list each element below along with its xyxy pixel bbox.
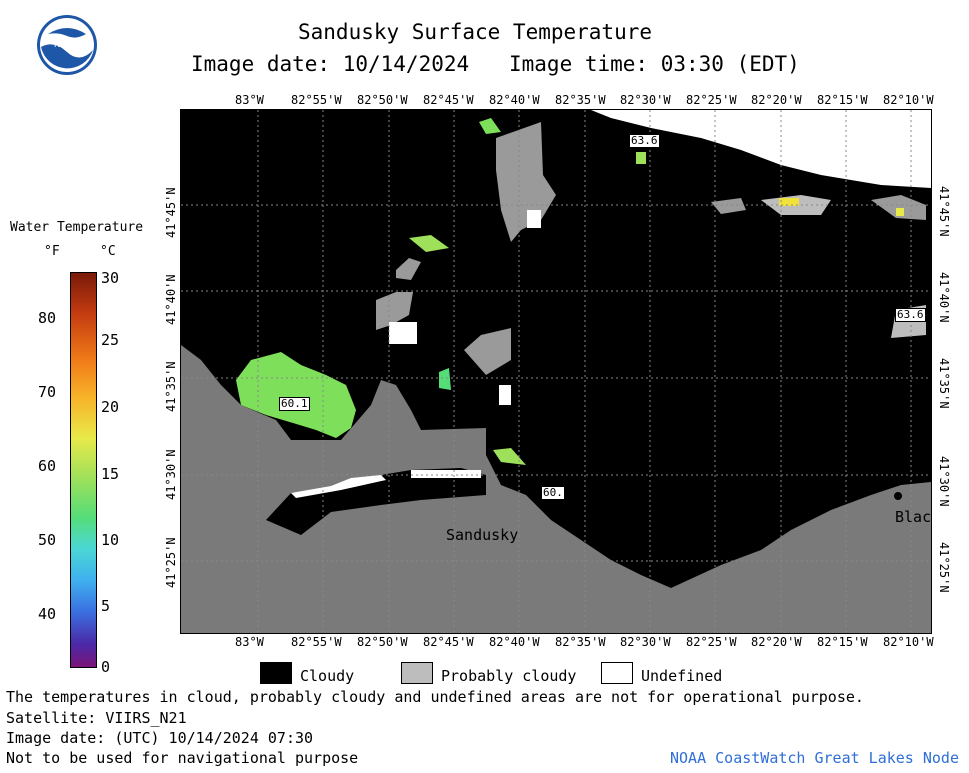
image-time: Image time: 03:30 (EDT) <box>509 52 800 76</box>
footer-satellite: Satellite: VIIRS_N21 <box>6 709 187 727</box>
lon-label-top: 82°40'W <box>489 93 540 107</box>
colorbar-unit-f: °F <box>44 244 60 259</box>
probably-cloudy-area <box>711 198 746 214</box>
lon-label-bottom: 82°30'W <box>620 635 671 649</box>
page-title: Sandusky Surface Temperature <box>298 20 653 44</box>
lon-label-bottom: 82°20'W <box>751 635 802 649</box>
lon-label-top: 82°30'W <box>620 93 671 107</box>
lat-label-left: 41°40'N <box>164 274 178 325</box>
colorbar-unit-c: °C <box>100 244 116 259</box>
legend-label-probably-cloudy: Probably cloudy <box>441 667 577 685</box>
map-frame: Sandusky Blac 60.1 60. 63.6 63.6 <box>180 109 932 634</box>
peninsula-undefined <box>291 475 386 498</box>
footer-credit: NOAA CoastWatch Great Lakes Node <box>670 749 959 767</box>
colorbar-c-tick-30: 30 <box>101 269 120 287</box>
lat-label-left: 41°45'N <box>164 187 178 238</box>
temperature-patch <box>236 352 356 438</box>
image-date: Image date: 10/14/2024 <box>191 52 470 76</box>
colorbar <box>70 272 97 668</box>
lon-label-top: 82°20'W <box>751 93 802 107</box>
lat-label-right: 41°45'N <box>937 186 951 237</box>
peninsula-cloud <box>266 468 486 535</box>
lon-label-bottom: 82°45'W <box>423 635 474 649</box>
lat-label-left: 41°30'N <box>164 449 178 500</box>
colorbar-f-tick-60: 60 <box>38 457 57 475</box>
undefined-patch <box>389 322 417 344</box>
lon-label-bottom: 82°55'W <box>291 635 342 649</box>
noaa-logo: NOAA <box>36 14 98 76</box>
lat-label-left: 41°35'N <box>164 361 178 412</box>
legend-swatch-probably-cloudy <box>401 662 433 684</box>
place-label-sandusky: Sandusky <box>446 526 519 544</box>
colorbar-c-tick-10: 10 <box>101 531 120 549</box>
probably-cloudy-area <box>464 328 511 375</box>
lon-label-bottom: 82°10'W <box>883 635 934 649</box>
lat-label-right: 41°35'N <box>937 358 951 409</box>
undefined-patch <box>411 470 481 478</box>
probably-cloudy-area <box>376 292 413 330</box>
probably-cloudy-area <box>396 258 421 280</box>
city-marker <box>894 492 902 500</box>
temperature-patch <box>439 368 451 390</box>
lon-label-bottom: 82°35'W <box>555 635 606 649</box>
temp-label: 63.6 <box>895 308 926 322</box>
footer-nav-warning: Not to be used for navigational purpose <box>6 749 359 767</box>
colorbar-c-tick-25: 25 <box>101 331 120 349</box>
lon-label-bottom: 82°25'W <box>686 635 737 649</box>
lon-label-top: 82°45'W <box>423 93 474 107</box>
lon-label-bottom: 82°40'W <box>489 635 540 649</box>
legend-label-cloudy: Cloudy <box>300 667 355 685</box>
temperature-patch <box>409 235 449 252</box>
colorbar-f-tick-40: 40 <box>38 605 57 623</box>
legend-swatch-cloudy <box>260 662 292 684</box>
temperature-patch <box>896 208 904 216</box>
temperature-patch <box>493 448 526 465</box>
lon-label-bottom: 82°50'W <box>357 635 408 649</box>
temp-label: 60. <box>541 486 565 500</box>
colorbar-c-tick-0: 0 <box>101 658 111 676</box>
legend-swatch-undefined <box>601 662 633 684</box>
undefined-area <box>591 110 931 188</box>
lon-label-bottom: 83°W <box>235 635 264 649</box>
place-label-blac: Blac <box>895 508 932 526</box>
lat-label-left: 41°25'N <box>164 537 178 588</box>
temperature-patch <box>779 198 799 206</box>
colorbar-f-tick-70: 70 <box>38 383 57 401</box>
temperature-patch <box>479 118 501 134</box>
colorbar-f-tick-80: 80 <box>38 309 57 327</box>
lon-label-top: 83°W <box>235 93 264 107</box>
lon-label-top: 82°50'W <box>357 93 408 107</box>
lon-label-bottom: 82°15'W <box>817 635 868 649</box>
lon-label-top: 82°15'W <box>817 93 868 107</box>
graticule <box>181 110 931 633</box>
probably-cloudy-area <box>871 195 926 220</box>
land-area <box>181 345 931 633</box>
lon-label-top: 82°35'W <box>555 93 606 107</box>
lat-label-right: 41°30'N <box>937 456 951 507</box>
legend-label-undefined: Undefined <box>641 667 723 685</box>
undefined-patch <box>499 385 511 405</box>
footer-utc-date: Image date: (UTC) 10/14/2024 07:30 <box>6 729 314 747</box>
map-canvas <box>181 110 931 633</box>
colorbar-c-tick-15: 15 <box>101 465 120 483</box>
lon-label-top: 82°10'W <box>883 93 934 107</box>
colorbar-title: Water Temperature <box>10 220 144 235</box>
temp-label: 60.1 <box>279 397 310 411</box>
colorbar-c-tick-20: 20 <box>101 398 120 416</box>
svg-text:NOAA: NOAA <box>54 40 81 50</box>
lon-label-top: 82°25'W <box>686 93 737 107</box>
lat-label-right: 41°40'N <box>937 272 951 323</box>
colorbar-f-tick-50: 50 <box>38 531 57 549</box>
lat-label-right: 41°25'N <box>937 542 951 593</box>
temp-label: 63.6 <box>629 134 660 148</box>
undefined-patch <box>527 210 541 228</box>
noaa-logo-icon: NOAA <box>37 15 97 75</box>
footer-note: The temperatures in cloud, probably clou… <box>6 688 864 706</box>
temperature-patch <box>636 152 646 164</box>
lon-label-top: 82°55'W <box>291 93 342 107</box>
colorbar-c-tick-5: 5 <box>101 597 111 615</box>
